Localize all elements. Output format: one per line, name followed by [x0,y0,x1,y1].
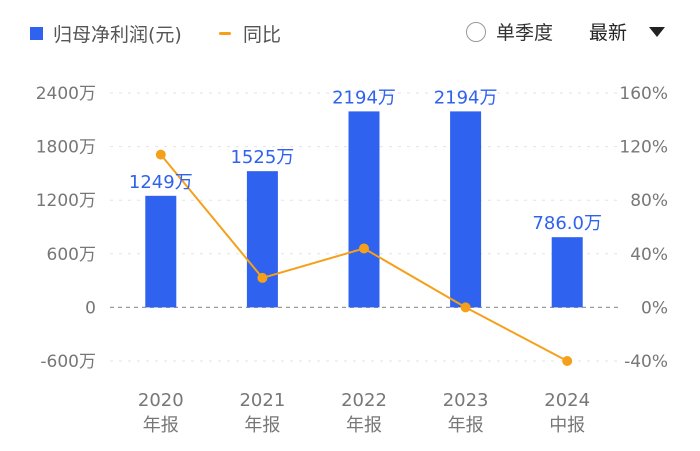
line-swatch-icon [219,32,231,35]
single-quarter-toggle[interactable]: 单季度 [466,18,553,45]
x-tick-report: 中报 [549,415,585,436]
y-right-tick-label: 120% [619,138,668,158]
bar [551,237,583,308]
legend-label-profit: 归母净利润(元) [53,24,182,46]
y-left-tick-label: 1800万 [36,138,96,158]
legend-item-yoy[interactable]: 同比 [219,20,281,47]
x-tick-year: 2020 [138,390,184,411]
bar-data-label: 2194万 [434,87,498,108]
chart-legend: 归母净利润(元) 同比 [0,0,700,64]
bar-data-label: 786.0万 [532,213,602,234]
single-quarter-label: 单季度 [496,22,554,44]
yoy-point [562,356,573,366]
period-select[interactable]: 最新 [589,18,666,45]
y-right-tick-label: -40% [624,352,668,372]
bar [348,111,380,308]
x-tick-year: 2022 [341,390,387,411]
bar-data-label: 2194万 [332,87,396,108]
y-right-tick-label: 0% [641,298,668,318]
legend-item-profit[interactable]: 归母净利润(元) [30,20,182,47]
y-left-tick-label: 1200万 [36,191,96,211]
bar [145,195,177,308]
x-tick-year: 2024 [544,390,590,411]
bar-data-label: 1525万 [230,147,294,168]
y-right-tick-label: 80% [630,191,668,211]
bar-data-label: 1249万 [129,172,193,193]
period-select-value: 最新 [589,22,628,44]
y-left-tick-label: 0 [85,298,96,318]
legend-label-yoy: 同比 [243,24,282,46]
yoy-point [257,272,268,283]
y-right-tick-label: 160% [619,84,668,104]
radio-unchecked-icon[interactable] [466,21,486,42]
bar-swatch-icon [30,27,43,40]
chevron-down-icon[interactable] [649,26,666,37]
bar [246,171,278,308]
y-left-tick-label: -600万 [40,352,96,372]
x-tick-year: 2021 [239,390,285,411]
x-tick-report: 年报 [244,415,280,436]
y-left-tick-label: 2400万 [36,84,96,104]
x-tick-year: 2023 [443,390,489,411]
yoy-point [359,243,369,254]
bar [450,111,482,308]
yoy-point [460,302,471,313]
x-tick-report: 年报 [143,415,179,436]
x-tick-report: 年报 [448,415,484,436]
yoy-point [155,149,166,160]
y-left-tick-label: 600万 [47,245,96,265]
x-tick-report: 年报 [346,415,382,436]
y-right-tick-label: 40% [630,245,668,265]
